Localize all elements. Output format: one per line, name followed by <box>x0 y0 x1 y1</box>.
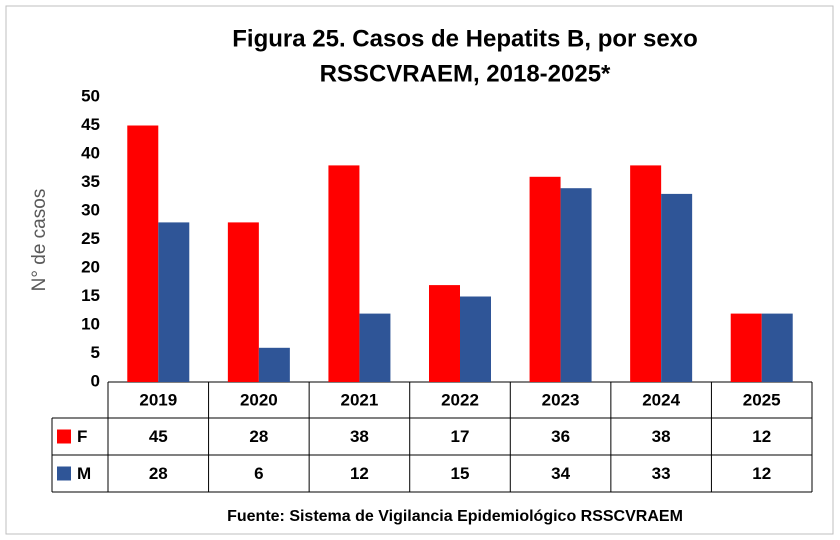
bar <box>460 296 491 382</box>
bar <box>661 193 693 382</box>
table-value: 33 <box>652 464 671 483</box>
y-tick-label: 0 <box>91 371 100 390</box>
bar <box>158 222 190 382</box>
y-tick-label: 10 <box>81 314 100 333</box>
bar <box>560 188 592 382</box>
table-value: 12 <box>752 464 771 483</box>
table-value: 34 <box>551 464 570 483</box>
x-tick-label: 2022 <box>441 390 479 409</box>
bar <box>258 347 290 382</box>
bar <box>127 125 159 382</box>
chart-title: Figura 25. Casos de Hepatits B, por sexo <box>232 25 697 52</box>
y-tick-label: 5 <box>91 343 100 362</box>
bar <box>529 176 561 382</box>
bar <box>730 313 762 382</box>
legend-swatch <box>57 429 71 444</box>
bar <box>359 313 391 382</box>
x-tick-label: 2020 <box>240 390 278 409</box>
y-axis-label: N° de casos <box>29 189 50 292</box>
table-value: 12 <box>350 464 369 483</box>
bar <box>429 285 460 382</box>
y-tick-label: 15 <box>81 286 100 305</box>
legend-label: F <box>77 427 87 446</box>
y-tick-label: 50 <box>81 86 100 105</box>
table-value: 38 <box>350 427 369 446</box>
y-tick-label: 20 <box>81 257 100 276</box>
x-tick-label: 2025 <box>743 390 781 409</box>
chart-title: RSSCVRAEM, 2018-2025* <box>320 60 611 87</box>
source-note: Fuente: Sistema de Vigilancia Epidemioló… <box>227 508 683 525</box>
bar <box>227 222 259 382</box>
bar <box>328 165 360 382</box>
legend-swatch <box>57 466 71 481</box>
table-value: 15 <box>451 464 470 483</box>
x-tick-label: 2024 <box>642 390 680 409</box>
table-value: 17 <box>451 427 470 446</box>
y-tick-label: 45 <box>81 115 100 134</box>
table-value: 36 <box>551 427 570 446</box>
x-tick-label: 2023 <box>542 390 580 409</box>
table-value: 12 <box>752 427 771 446</box>
table-value: 28 <box>149 464 168 483</box>
table-value: 45 <box>149 427 168 446</box>
x-tick-label: 2021 <box>341 390 379 409</box>
bar <box>630 165 662 382</box>
y-tick-label: 35 <box>81 172 100 191</box>
legend-label: M <box>77 464 91 483</box>
y-tick-label: 40 <box>81 143 100 162</box>
table-value: 6 <box>254 464 263 483</box>
table-value: 38 <box>652 427 671 446</box>
y-tick-label: 25 <box>81 229 100 248</box>
bar <box>761 313 793 382</box>
table-value: 28 <box>249 427 268 446</box>
y-tick-label: 30 <box>81 200 100 219</box>
x-tick-label: 2019 <box>139 390 177 409</box>
